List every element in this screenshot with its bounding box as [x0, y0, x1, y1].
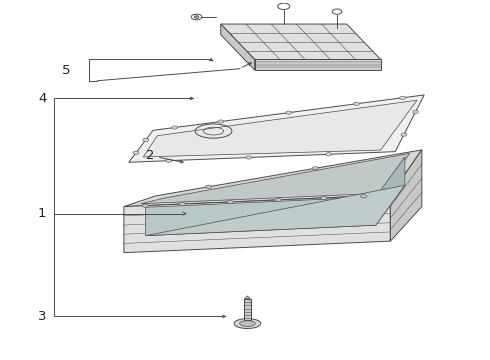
Ellipse shape: [218, 120, 223, 123]
Text: 1: 1: [38, 207, 47, 220]
Text: 3: 3: [38, 310, 47, 323]
Polygon shape: [129, 95, 424, 162]
Ellipse shape: [142, 204, 148, 207]
Ellipse shape: [234, 319, 261, 329]
Text: 5: 5: [62, 64, 71, 77]
Polygon shape: [255, 59, 381, 70]
Ellipse shape: [400, 96, 405, 99]
Polygon shape: [221, 24, 255, 70]
Polygon shape: [146, 185, 405, 236]
Ellipse shape: [143, 138, 148, 141]
Text: 2: 2: [147, 149, 155, 162]
Ellipse shape: [240, 321, 255, 327]
Ellipse shape: [172, 126, 177, 129]
Polygon shape: [221, 24, 381, 59]
Ellipse shape: [326, 153, 331, 156]
Polygon shape: [391, 150, 422, 241]
Polygon shape: [376, 157, 405, 225]
Ellipse shape: [227, 201, 234, 203]
Ellipse shape: [133, 151, 139, 154]
Polygon shape: [124, 150, 422, 207]
Ellipse shape: [353, 102, 359, 105]
Ellipse shape: [361, 195, 367, 198]
Ellipse shape: [320, 196, 327, 199]
Ellipse shape: [179, 202, 186, 206]
Ellipse shape: [166, 159, 171, 162]
Ellipse shape: [245, 156, 251, 159]
Ellipse shape: [194, 15, 199, 18]
Ellipse shape: [413, 111, 418, 113]
Text: 4: 4: [38, 92, 47, 105]
Polygon shape: [146, 197, 376, 236]
Ellipse shape: [401, 133, 407, 136]
Polygon shape: [141, 153, 410, 204]
Ellipse shape: [286, 111, 292, 114]
Polygon shape: [143, 100, 417, 157]
Ellipse shape: [275, 198, 282, 202]
Polygon shape: [245, 296, 250, 299]
Polygon shape: [244, 299, 251, 320]
Polygon shape: [124, 195, 391, 253]
Ellipse shape: [205, 185, 212, 188]
Ellipse shape: [312, 167, 318, 170]
